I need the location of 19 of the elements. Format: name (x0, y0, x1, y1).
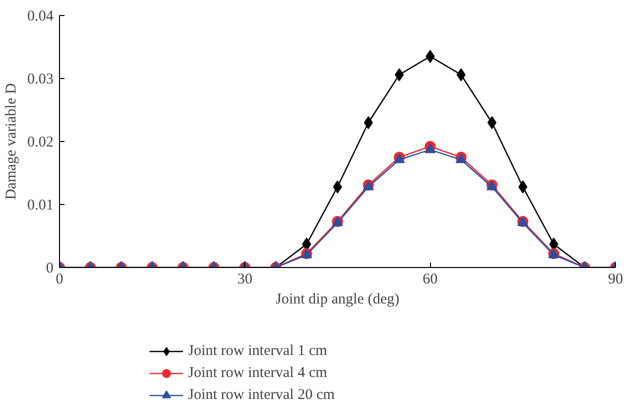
point (487, 116, 496, 130)
legend-label: Joint row interval 20 cm (188, 386, 335, 404)
y-tick-label: 0 (46, 260, 54, 276)
y-tick-label: 0.03 (27, 72, 54, 88)
point (364, 116, 373, 130)
y-tick-label: 0.04 (27, 8, 54, 24)
y-tick-label: 0.01 (27, 198, 54, 214)
point (518, 180, 528, 194)
point (394, 68, 404, 82)
x-axis-title: Joint dip angle (deg) (276, 292, 400, 308)
y-axis-title: Damage variable D (3, 83, 20, 200)
legend-label: Joint row interval 1 cm (188, 342, 328, 360)
x-tick-label: 30 (237, 272, 252, 288)
point (456, 68, 466, 82)
x-tick-label: 60 (422, 272, 438, 288)
y-tick-label: 0.02 (27, 134, 54, 150)
legend-label: Joint row interval 4 cm (188, 364, 328, 382)
point (426, 50, 435, 63)
x-tick-label: 90 (608, 272, 623, 288)
